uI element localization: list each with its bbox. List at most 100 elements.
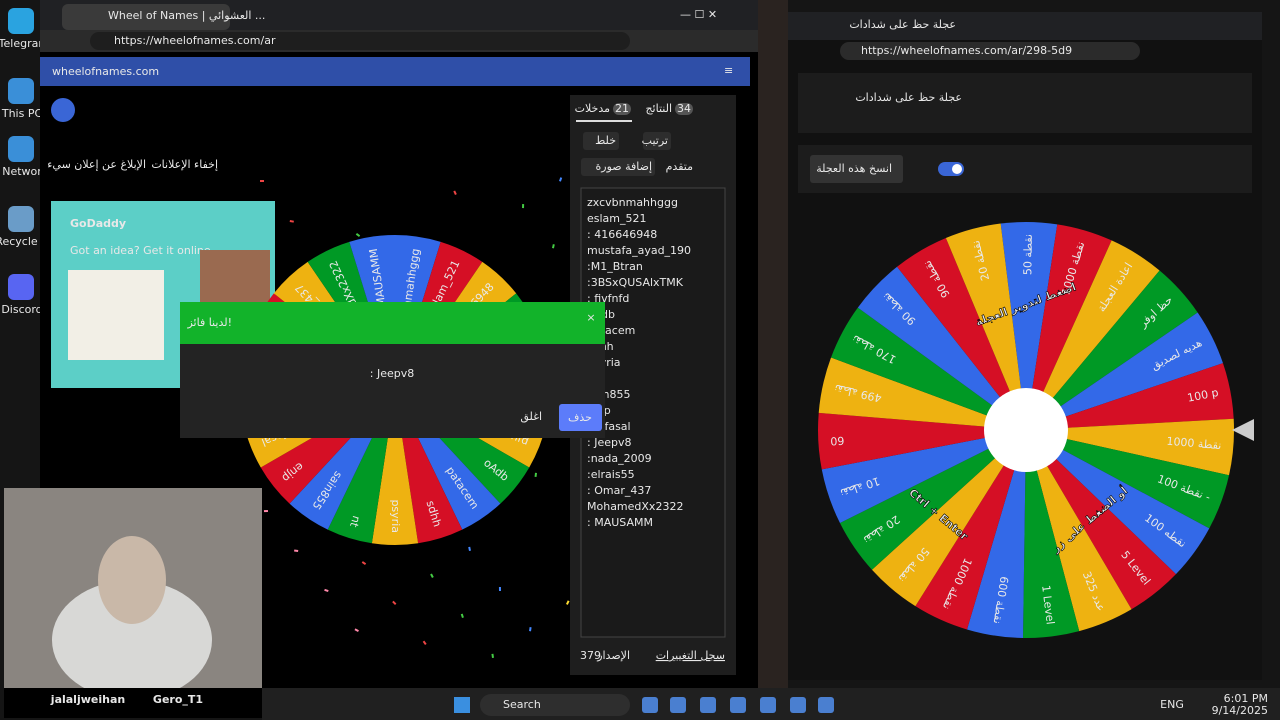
confetti [263,510,268,513]
remove-button[interactable] [559,404,602,431]
ad-brand: GoDaddy [70,217,126,230]
site-name: wheelofnames.com [52,65,159,78]
confetti [260,180,264,182]
toolbar-button[interactable] [581,158,655,176]
wheel-segment [1026,363,1234,430]
toolbar-button[interactable] [583,132,619,150]
entry: : Jeepv8 [587,436,631,449]
version-label: الإصدار [596,649,630,662]
ad-image [68,270,164,360]
hide-ads[interactable]: إخفاء الإعلانات [151,158,218,171]
confetti [498,586,501,591]
webcam-bar [4,688,262,718]
version-number: 379 [580,649,601,662]
taskbar-app[interactable] [790,697,806,713]
close-button[interactable]: اغلق [520,410,542,424]
search-label: Search [503,698,541,711]
wheel-segment [1026,430,1176,610]
desktop-icon[interactable] [8,78,34,104]
dialog-close-icon[interactable]: × [586,311,595,324]
report-ad[interactable]: الإبلاغ عن إعلان سيء [47,158,146,171]
remove-button-label: حذف [568,411,592,424]
wheel-segment [857,266,1026,430]
taskbar-app[interactable] [730,697,746,713]
confetti [552,244,555,249]
wheel-segment [915,430,1026,630]
wheel-segment [1026,224,1112,430]
sound-toggle-knob [952,164,962,174]
entry: :elrais55 [587,468,635,481]
changelog-link[interactable]: سجل التغييرات [656,649,725,662]
taskbar-app[interactable] [818,697,834,713]
desktop-icon-label: Recycle B [0,235,49,248]
taskbar-app[interactable] [642,697,658,713]
wheel-label: psyria [389,499,402,533]
wheel-segment [1026,418,1234,476]
desktop-icon[interactable] [8,136,34,162]
wheel-label: 1 Level [1039,584,1057,625]
confetti [491,653,494,658]
confetti [522,204,525,209]
taskbar-app[interactable] [700,697,716,713]
start-button[interactable] [454,697,470,713]
confetti [468,546,471,552]
dialog-title: لدينا فائز! [186,316,232,329]
tab[interactable] [62,4,230,30]
menu-icon[interactable]: ≡ [724,64,733,77]
confetti [534,472,537,477]
edit-button[interactable] [51,98,75,122]
wheel-segment [818,412,1026,470]
taskbar-app[interactable] [670,697,686,713]
ad-tagline: Got an idea? Get it online. [70,244,214,257]
webcam-person [52,580,212,700]
wheel-segment [945,223,1026,430]
wheel-pointer [1232,419,1254,441]
confetti [566,600,570,605]
address-bar[interactable] [90,32,630,50]
tab-label[interactable]: مدخلات [575,102,610,115]
toolbar-button-label: إضافة صورة [596,160,653,173]
search-box[interactable] [480,694,630,716]
desktop-icon-label: This PC [1,107,43,120]
wheel-center[interactable] [984,388,1068,472]
entry: :M1_Btran [587,260,643,273]
toolbar-button-label: ترتيب [642,134,668,147]
wheel-segment [1026,240,1160,430]
taskbar-app[interactable] [760,697,776,713]
url: https://wheelofnames.com/ar [114,34,276,47]
confetti [324,588,329,592]
wheel-segment [839,430,1026,570]
desktop-icon-label: Telegran [0,37,45,50]
toolbar-button-label: خلط [595,134,616,147]
title-panel [798,73,1252,133]
wheel-segment [1026,430,1210,575]
wheel-segment [1026,270,1198,430]
wheel-segment [831,307,1026,430]
wheel-label: نقطة 1000 [1166,435,1222,453]
wheel-label: 60 [830,434,845,448]
toolbar-button-label: متقدم [666,160,693,173]
wheel-segment [1026,430,1132,632]
desktop-icon-label: Networ [2,165,42,178]
wheel-segment [371,390,419,545]
title-bar [788,12,1262,40]
desktop-icon[interactable] [8,206,34,232]
window-controls: — ☐ ✕ [680,8,717,21]
tab-label[interactable]: النتائج [645,102,672,115]
confetti [529,627,532,632]
confetti [460,613,464,618]
confetti [355,233,361,238]
toolbar-button[interactable] [643,132,671,150]
desktop-icon[interactable] [8,274,34,300]
entry: :nada_2009 [587,452,652,465]
entry: zxcvbnmahhggg [587,196,678,209]
address-bar[interactable] [840,42,1140,60]
wheel-segment [1026,430,1230,529]
confetti [289,220,294,223]
url: https://wheelofnames.com/ar/298-5d9 [861,44,1072,57]
desktop-icon-label: Discord [1,303,42,316]
site-header [40,57,750,86]
desktop-icon[interactable] [8,8,34,34]
copy-button[interactable] [810,155,903,183]
